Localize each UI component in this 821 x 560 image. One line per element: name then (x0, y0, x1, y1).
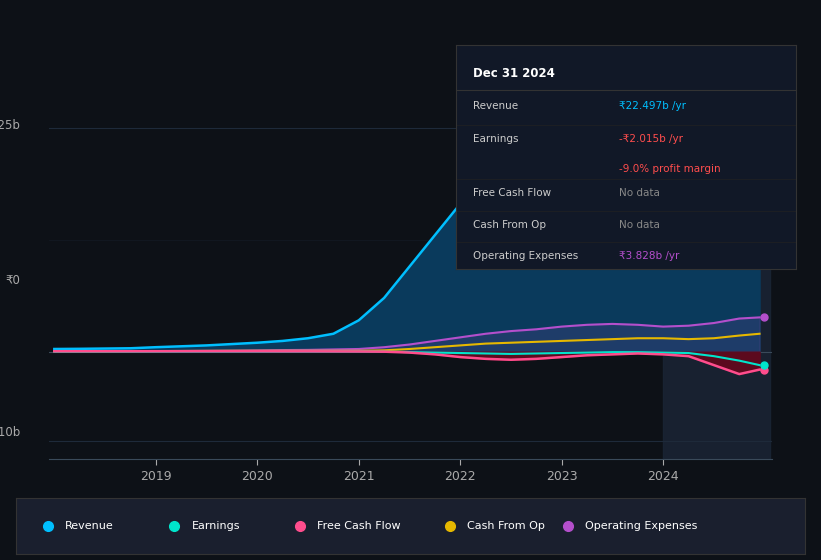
Text: Earnings: Earnings (473, 134, 518, 144)
Text: Cash From Op: Cash From Op (473, 220, 546, 230)
Text: Operating Expenses: Operating Expenses (585, 521, 698, 531)
Text: -₹2.015b /yr: -₹2.015b /yr (619, 134, 683, 144)
Text: Free Cash Flow: Free Cash Flow (473, 188, 551, 198)
Text: Revenue: Revenue (473, 101, 518, 111)
Bar (663, 101, 770, 459)
Text: Operating Expenses: Operating Expenses (473, 251, 578, 261)
Text: Free Cash Flow: Free Cash Flow (318, 521, 401, 531)
Text: -₹10b: -₹10b (0, 426, 21, 439)
Text: ₹3.828b /yr: ₹3.828b /yr (619, 251, 680, 261)
Text: No data: No data (619, 188, 660, 198)
Text: Dec 31 2024: Dec 31 2024 (473, 67, 554, 80)
Text: Revenue: Revenue (66, 521, 114, 531)
Text: Cash From Op: Cash From Op (467, 521, 545, 531)
Text: ₹0: ₹0 (6, 273, 21, 287)
Text: Earnings: Earnings (191, 521, 240, 531)
Text: ₹22.497b /yr: ₹22.497b /yr (619, 101, 686, 111)
Text: No data: No data (619, 220, 660, 230)
Text: -9.0% profit margin: -9.0% profit margin (619, 164, 721, 174)
Text: ₹25b: ₹25b (0, 119, 21, 132)
